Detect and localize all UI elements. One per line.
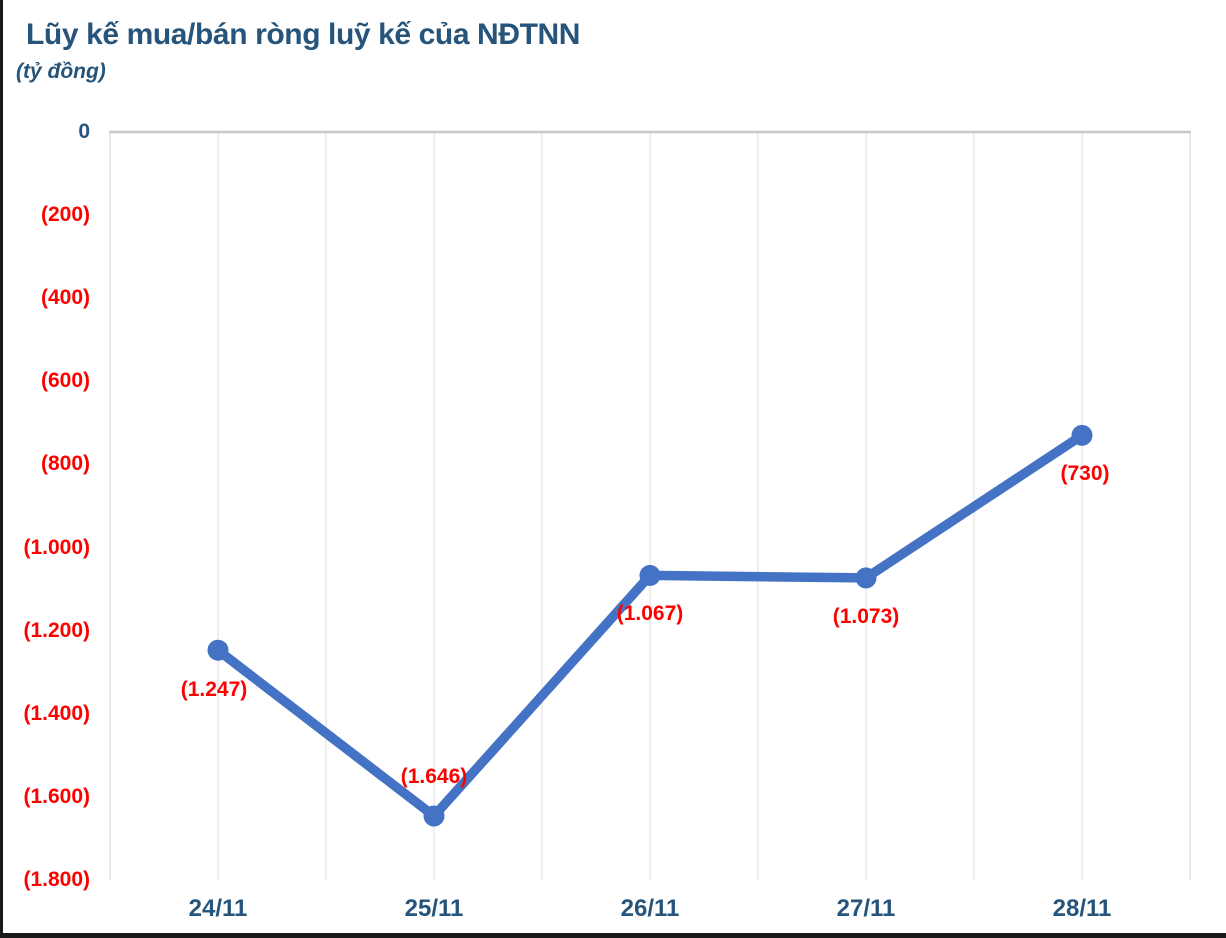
data-point-marker <box>855 567 877 589</box>
x-axis-label: 26/11 <box>620 895 680 922</box>
x-axis-label: 24/11 <box>188 895 248 922</box>
y-tick-label: (800) <box>40 452 90 476</box>
data-point-marker <box>423 805 445 827</box>
y-tick-label: (1.600) <box>23 784 90 808</box>
y-tick-label: (1.800) <box>23 868 90 891</box>
y-tick-label: (1.400) <box>23 701 90 725</box>
card-bottom-border <box>0 933 1226 938</box>
data-point-label: (1.247) <box>180 678 248 702</box>
data-point-label: (1.646) <box>400 765 468 788</box>
y-tick-label: 0 <box>78 120 90 143</box>
x-axis-label: 25/11 <box>404 895 464 922</box>
chart-title: Lũy kế mua/bán ròng luỹ kế của NĐTNN <box>26 18 581 51</box>
x-axis-label: 27/11 <box>836 895 896 922</box>
y-tick-label: (400) <box>40 286 90 310</box>
data-point-label: (1.067) <box>616 602 684 626</box>
data-point-marker <box>1071 424 1093 446</box>
data-point-label: (1.073) <box>832 604 900 628</box>
data-point-marker <box>207 639 229 661</box>
y-tick-label: (600) <box>40 369 90 393</box>
data-point-marker <box>639 564 661 586</box>
chart-unit-label: (tỷ đồng) <box>16 60 106 83</box>
data-point-label: (730) <box>1060 462 1110 486</box>
y-tick-label: (1.200) <box>23 618 90 642</box>
x-axis-label: 28/11 <box>1052 895 1112 922</box>
y-tick-label: (200) <box>40 203 90 227</box>
y-tick-label: (1.000) <box>23 535 90 559</box>
card-left-border <box>0 0 3 938</box>
